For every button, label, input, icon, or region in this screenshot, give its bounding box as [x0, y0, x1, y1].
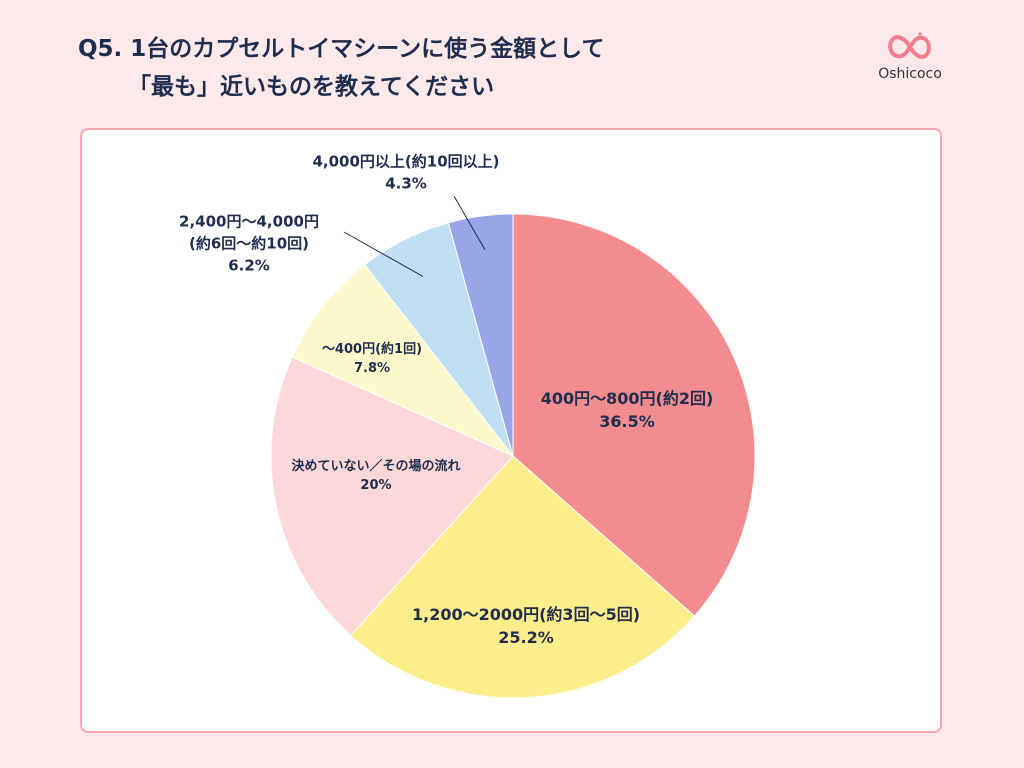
- pie-chart: [270, 195, 756, 699]
- slice-name-s5-line1: 2,400円〜4,000円: [179, 212, 319, 231]
- leader-line-s5: [343, 231, 424, 277]
- slice-pct-s5: 6.2%: [228, 255, 270, 274]
- chart-card: 400円〜800円(約2回) 36.5% 1,200〜2000円(約3回〜5回)…: [80, 128, 942, 733]
- brand-logo: Oshicoco: [868, 30, 952, 82]
- slice-name-s2: 1,200〜2000円(約3回〜5回): [411, 604, 641, 624]
- slice-pct-s6: 4.3%: [385, 174, 427, 192]
- slice-pct-s2: 25.2%: [498, 628, 554, 647]
- slice-name-s5-line2: (約6回〜約10回): [188, 234, 310, 253]
- slice-name-s3: 決めていない／その場の流れ: [291, 459, 461, 475]
- slice-pct-s4: 7.8%: [353, 361, 391, 376]
- slice-name-s1: 400円〜800円(約2回): [540, 388, 714, 408]
- pie-slice-s2: [349, 455, 696, 699]
- slice-label-s3: 決めていない／その場の流れ 20%: [291, 458, 460, 496]
- infinity-heart-logo-icon: [888, 32, 931, 59]
- brand-name: Oshicoco: [878, 66, 942, 82]
- title-line-2: 「最も」近いものを教えてください: [128, 74, 495, 100]
- slice-label-s6: 4,000円以上(約10回以上) 4.3%: [312, 151, 499, 195]
- pie-slice-s4: [291, 264, 514, 457]
- title-line-1: Q5. 1台のカプセルトイマシーンに使う金額として: [78, 36, 605, 62]
- pie-slice-s6: [447, 213, 514, 457]
- slice-pct-s3: 20%: [360, 478, 392, 493]
- leader-line-s6: [453, 195, 486, 251]
- slice-label-s1: 400円〜800円(約2回) 36.5%: [541, 387, 714, 433]
- slice-pct-s1: 36.5%: [599, 412, 655, 431]
- pie-slice-s3: [270, 356, 514, 637]
- slice-label-s4: 〜400円(約1回) 7.8%: [322, 341, 422, 379]
- slice-label-s5: 2,400円〜4,000円 (約6回〜約10回) 6.2%: [179, 211, 319, 276]
- slice-name-s6: 4,000円以上(約10回以上): [312, 152, 500, 171]
- pie-slice-s1: [512, 213, 756, 617]
- page-title: Q5. 1台のカプセルトイマシーンに使う金額として 「最も」近いものを教えてくだ…: [78, 30, 604, 106]
- slice-label-s2: 1,200〜2000円(約3回〜5回) 25.2%: [412, 603, 640, 649]
- slice-name-s4: 〜400円(約1回): [321, 342, 423, 358]
